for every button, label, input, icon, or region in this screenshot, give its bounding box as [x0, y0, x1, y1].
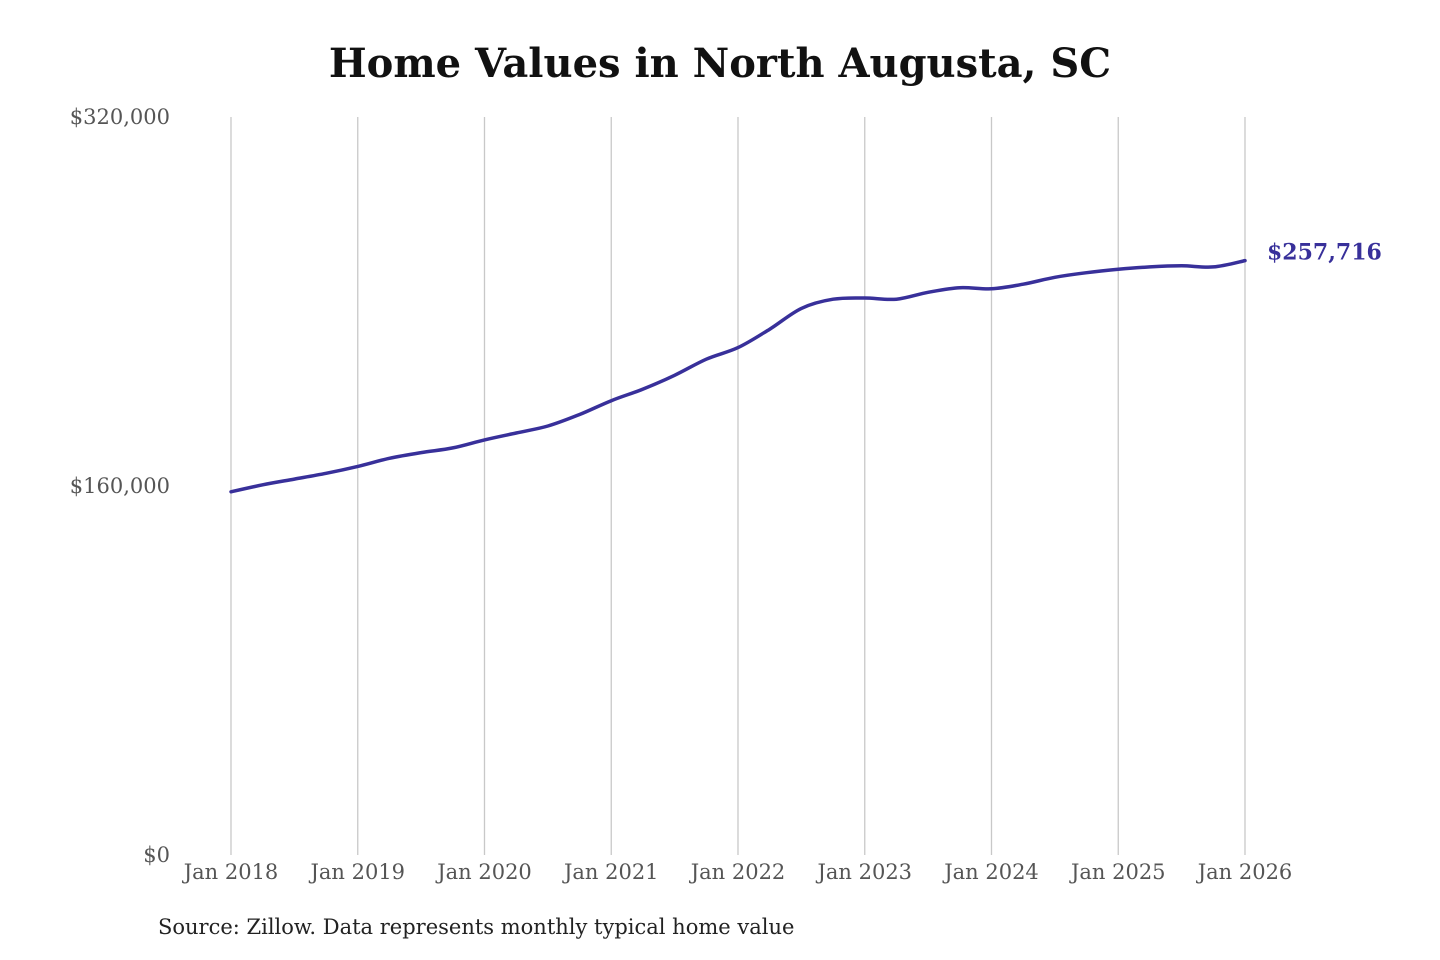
x-tick-label: Jan 2023	[815, 860, 912, 884]
y-tick-label: $320,000	[70, 105, 170, 129]
gridlines	[230, 117, 1246, 855]
x-tick-label: Jan 2020	[435, 860, 532, 884]
source-note: Source: Zillow. Data represents monthly …	[158, 915, 795, 939]
y-tick-label: $160,000	[70, 474, 170, 498]
end-value-label: $257,716	[1267, 240, 1382, 266]
chart-title: Home Values in North Augusta, SC	[328, 40, 1112, 87]
x-tick-label: Jan 2024	[942, 860, 1039, 884]
series-line	[229, 258, 1247, 494]
x-tick-label: Jan 2018	[182, 860, 279, 884]
x-tick-label: Jan 2021	[562, 860, 659, 884]
x-tick-label: Jan 2025	[1069, 860, 1166, 884]
x-axis-ticks: Jan 2018 Jan 2019 Jan 2020 Jan 2021 Jan 2022…	[182, 860, 1293, 884]
series-layer: $257,716	[229, 240, 1382, 494]
y-tick-label: $0	[143, 843, 170, 867]
x-tick-label: Jan 2019	[308, 860, 405, 884]
y-axis-ticks: $0 $160,000 $320,000	[70, 105, 170, 867]
x-tick-label: Jan 2022	[689, 860, 786, 884]
x-tick-label: Jan 2026	[1196, 860, 1293, 884]
